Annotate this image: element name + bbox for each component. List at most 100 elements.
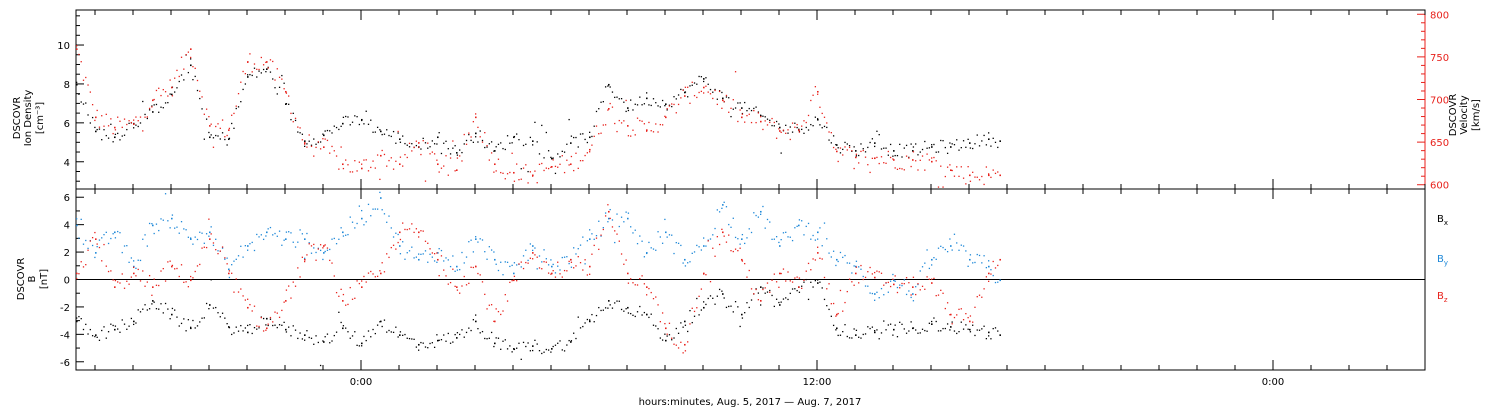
density-sample <box>536 141 538 143</box>
velocity-sample <box>468 132 470 134</box>
bx-sample <box>589 319 591 321</box>
bz-sample <box>445 275 447 277</box>
bz-sample <box>969 315 972 317</box>
by-sample <box>110 237 112 240</box>
density-sample <box>659 106 661 108</box>
velocity-point <box>190 48 192 50</box>
bz-sample <box>461 285 463 287</box>
bz-sample <box>374 276 376 278</box>
density-sample <box>709 88 712 91</box>
density-sample <box>725 96 728 98</box>
by-point <box>513 272 515 275</box>
density-sample <box>648 104 650 106</box>
velocity-sample <box>422 140 424 142</box>
bx-sample <box>294 329 297 331</box>
bx-sample <box>862 333 864 336</box>
velocity-point <box>760 120 762 123</box>
velocity-sample <box>837 160 839 163</box>
by-sample <box>194 236 196 238</box>
velocity-sample <box>436 159 438 161</box>
bx-sample <box>324 336 326 338</box>
bz-sample <box>933 277 935 280</box>
bx-sample <box>703 301 705 303</box>
by-sample <box>810 238 812 240</box>
bx-sample <box>367 330 370 332</box>
bx-point <box>988 331 990 334</box>
by-point <box>779 245 781 247</box>
density-sample <box>853 146 855 148</box>
bx-sample <box>575 337 577 340</box>
velocity-sample <box>76 45 78 47</box>
density-sample <box>212 137 215 139</box>
by-sample <box>924 262 926 264</box>
bx-sample <box>205 302 208 305</box>
bz-sample <box>712 247 714 249</box>
bx-point <box>551 348 553 350</box>
bx-sample <box>812 286 814 288</box>
bz-point <box>931 282 933 284</box>
bz-sample <box>511 279 513 282</box>
density-sample <box>764 116 766 118</box>
bx-sample <box>91 335 94 337</box>
by-sample <box>506 261 509 263</box>
by-sample <box>791 239 794 242</box>
density-sample <box>203 138 205 140</box>
velocity-sample <box>671 103 673 105</box>
density-sample <box>876 130 878 132</box>
density-sample <box>481 139 484 142</box>
density-sample <box>404 142 406 145</box>
density-sample <box>839 152 842 154</box>
velocity-sample <box>625 99 627 102</box>
density-sample <box>283 82 285 84</box>
bz-sample <box>981 296 983 298</box>
bx-sample <box>427 347 429 349</box>
bx-sample <box>333 334 335 337</box>
velocity-sample <box>712 97 714 100</box>
density-sample <box>292 112 294 114</box>
bz-sample <box>162 267 164 270</box>
bz-sample <box>561 276 563 278</box>
velocity-sample <box>500 171 502 174</box>
density-sample <box>826 126 828 129</box>
velocity-sample <box>281 78 283 80</box>
bx-sample <box>249 323 251 326</box>
bz-sample <box>502 310 504 312</box>
bz-sample <box>130 276 133 278</box>
density-sample <box>997 146 999 149</box>
bz-sample <box>778 286 780 288</box>
bz-sample <box>673 343 675 345</box>
bx-point <box>323 341 325 343</box>
bz-point <box>722 231 724 234</box>
bx-sample <box>153 301 155 303</box>
by-sample <box>981 262 983 264</box>
velocity-sample <box>187 51 190 53</box>
bz-sample <box>411 223 413 225</box>
bz-sample <box>760 299 762 302</box>
bz-point <box>570 258 572 261</box>
velocity-sample <box>805 121 807 124</box>
bz-sample <box>288 285 290 287</box>
velocity-point <box>855 156 857 159</box>
by-sample <box>988 260 990 262</box>
by-point <box>285 238 287 240</box>
bz-sample <box>919 289 921 291</box>
by-sample <box>80 218 82 221</box>
bx-sample <box>705 303 707 306</box>
by-sample <box>785 231 787 233</box>
bz-sample <box>315 259 317 261</box>
bz-point <box>266 327 268 330</box>
velocity-sample <box>769 121 771 124</box>
density-sample <box>176 87 178 89</box>
bz-point <box>741 258 743 261</box>
bz-point <box>323 245 325 247</box>
velocity-sample <box>926 153 928 155</box>
velocity-sample <box>554 165 557 168</box>
by-sample <box>604 212 607 214</box>
by-sample <box>561 256 563 259</box>
bx-sample <box>988 335 990 337</box>
by-sample <box>525 249 527 251</box>
density-sample <box>402 135 404 137</box>
bx-sample <box>917 332 919 334</box>
by-sample <box>495 263 497 265</box>
by-sample <box>737 238 739 240</box>
